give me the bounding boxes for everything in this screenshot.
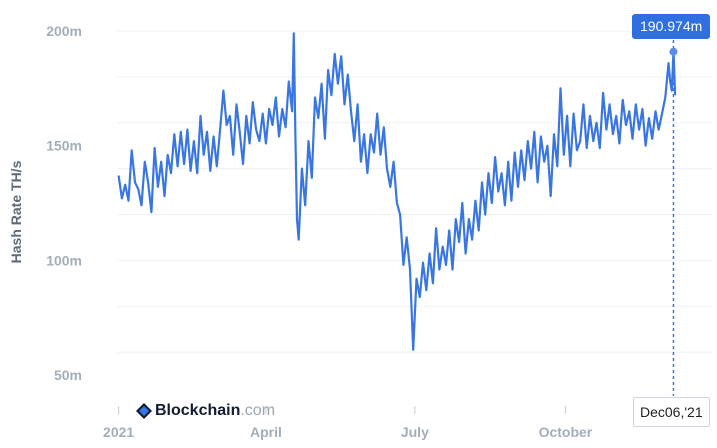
y-tick-label: 100m	[46, 252, 82, 268]
hover-value-tooltip: 190.974m	[632, 14, 711, 39]
series-line	[117, 32, 677, 351]
hover-marker	[669, 47, 678, 56]
y-tick-label: 50m	[54, 367, 82, 383]
x-tick-label: July	[401, 424, 429, 440]
y-axis-title: Hash Rate TH/s	[8, 160, 24, 263]
blockchain-logo-icon	[136, 403, 152, 419]
hover-date-label: Dec06,'21	[633, 397, 710, 427]
watermark-brand: Blockchain	[155, 402, 241, 419]
y-tick-label: 200m	[46, 23, 82, 39]
blockchain-watermark: Blockchain .com	[136, 402, 275, 420]
watermark-suffix: .com	[240, 402, 276, 419]
x-tick-label: 2021	[103, 424, 134, 440]
y-tick-label: 150m	[46, 138, 82, 154]
x-tick-label: April	[250, 424, 282, 440]
x-tick-label: October	[539, 424, 593, 440]
